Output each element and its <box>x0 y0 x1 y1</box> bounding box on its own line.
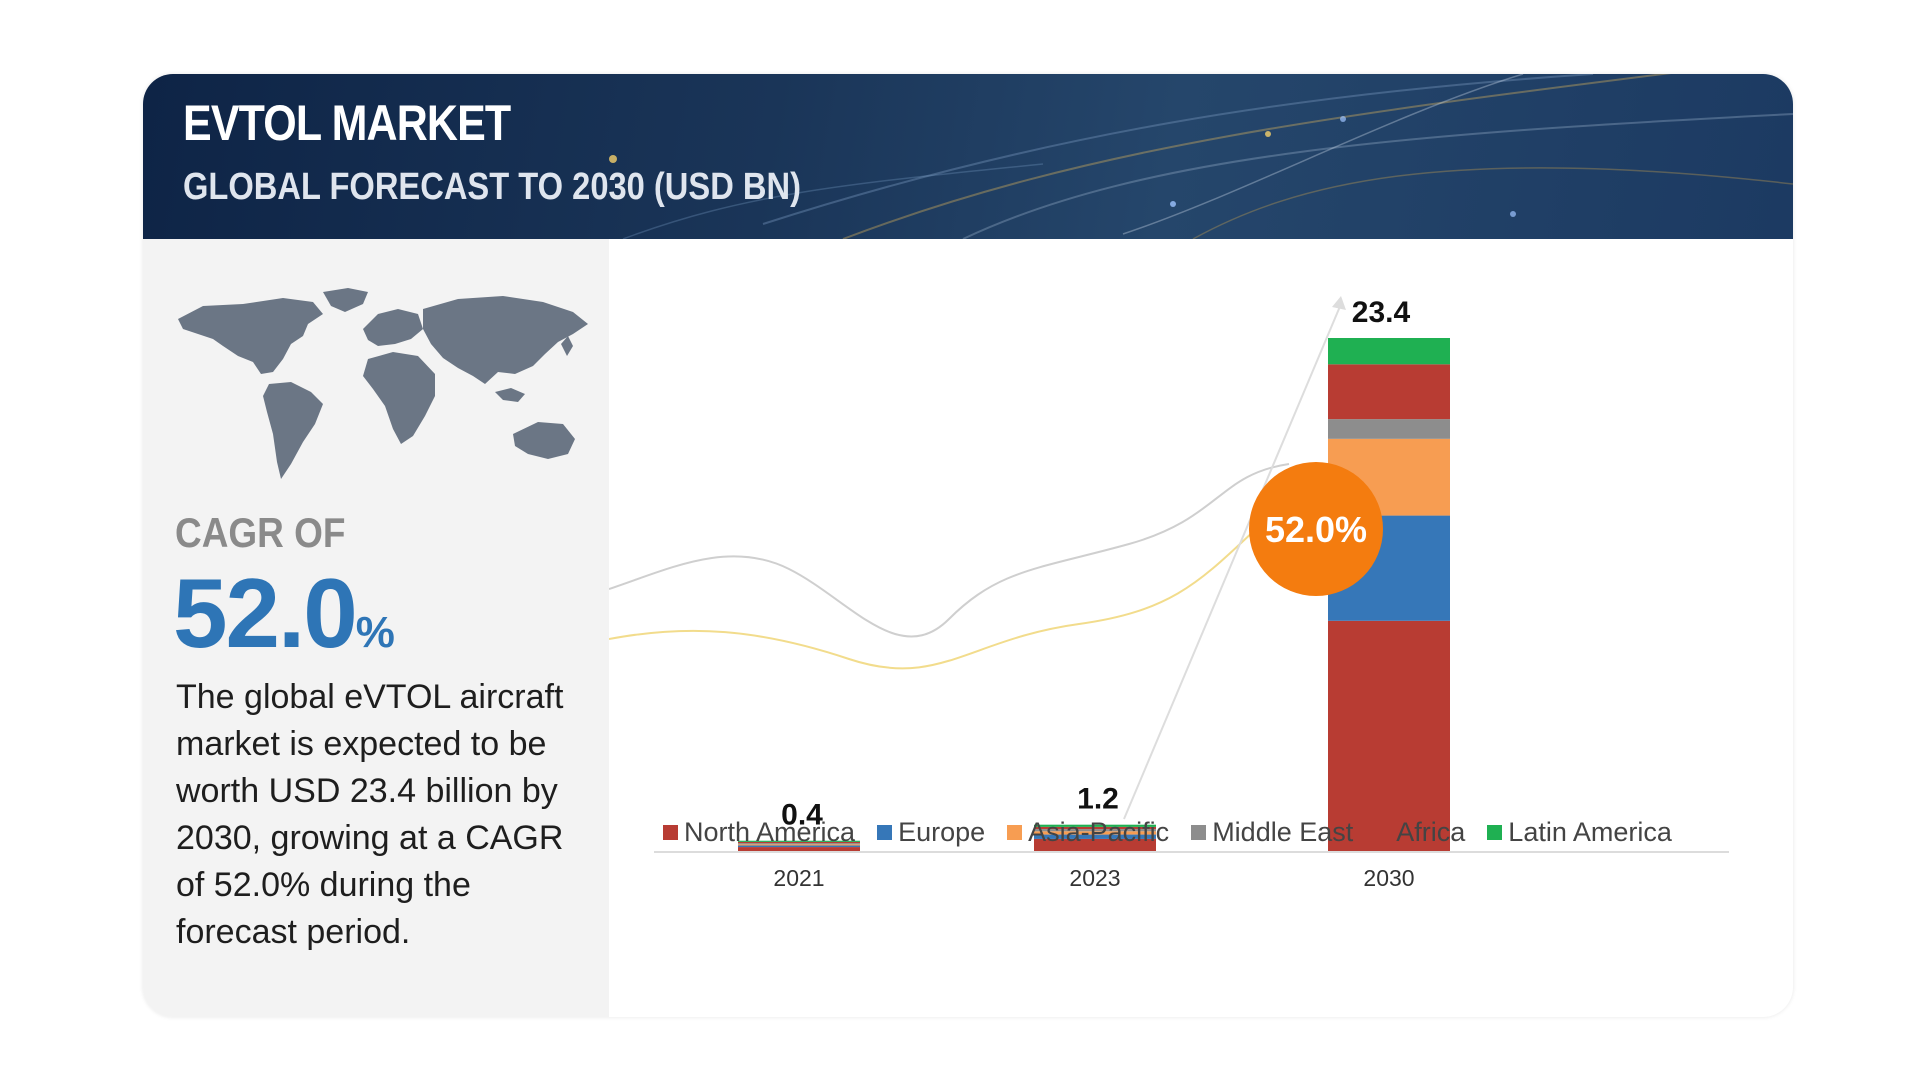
legend-swatch <box>1191 824 1207 840</box>
total-label-2030: 23.4 <box>1352 296 1411 329</box>
legend-item-middle-east: Middle East <box>1191 817 1353 848</box>
bar-segment-2023-asia-pacific <box>1034 831 1156 835</box>
bar-segment-2023-north-america <box>1034 838 1156 851</box>
legend-item-europe: Europe <box>877 817 985 848</box>
legend-item-latin-america: Latin America <box>1487 817 1672 848</box>
x-tick-label-2023: 2023 <box>1069 865 1120 891</box>
growth-arrow-line <box>1123 303 1342 820</box>
legend-swatch <box>1487 824 1503 840</box>
bar-segment-2021-latin-america <box>738 840 860 842</box>
x-tick-label-2021: 2021 <box>773 865 824 891</box>
bar-segment-2023-latin-america <box>1034 824 1156 827</box>
legend-item-north-america: North America <box>663 817 855 848</box>
legend-item-africa: Africa <box>1375 817 1465 848</box>
legend-swatch <box>1375 824 1391 840</box>
header-banner: EVTOL MARKET GLOBAL FORECAST TO 2030 (US… <box>143 74 1793 239</box>
chart-legend: North America Europe Asia-Pacific Middle Ea… <box>663 812 1773 852</box>
bar-segment-2023-europe <box>1034 834 1156 839</box>
bar-segment-2030-latin-america <box>1328 338 1450 365</box>
total-label-2021: 0.4 <box>781 799 823 832</box>
bar-segment-2023-middle-east <box>1034 829 1156 832</box>
bar-segment-2021-asia-pacific <box>738 844 860 846</box>
cagr-badge <box>1249 462 1383 596</box>
cagr-value: 52.0% <box>173 557 395 670</box>
x-tick-label-2030: 2030 <box>1363 865 1414 891</box>
legend-swatch <box>877 824 893 840</box>
bar-segment-2021-north-america <box>738 847 860 851</box>
growth-arrow-head <box>1332 296 1346 310</box>
world-map-icon <box>178 288 588 479</box>
bar-segment-2023-africa <box>1034 826 1156 830</box>
cagr-number: 52.0 <box>173 558 358 668</box>
page-subtitle: GLOBAL FORECAST TO 2030 (USD BN) <box>183 166 801 208</box>
stacked-bar-chart: 0.4 2021 1.2 2023 23.4 2030 52.0% <box>609 296 1729 891</box>
legend-label: Europe <box>898 816 986 847</box>
cagr-label: CAGR OF <box>175 509 346 556</box>
legend-swatch <box>1007 824 1023 840</box>
legend-label: Middle East <box>1212 816 1354 847</box>
decorative-wave-gray <box>609 463 1290 638</box>
legend-label: North America <box>684 816 856 847</box>
legend-swatch <box>663 824 678 840</box>
legend-label: Asia-Pacific <box>1028 816 1170 847</box>
cagr-badge-label: 52.0% <box>1265 509 1367 550</box>
legend-item-asia-pacific: Asia-Pacific <box>1007 817 1169 848</box>
bar-segment-2021-africa <box>738 841 860 844</box>
left-summary-panel: CAGR OF 52.0% The global eVTOL aircraft … <box>143 239 609 1017</box>
total-label-2023: 1.2 <box>1077 783 1119 816</box>
banner-light-trails-decoration <box>609 74 1793 239</box>
infographic-card: EVTOL MARKET GLOBAL FORECAST TO 2030 (US… <box>143 74 1793 1017</box>
cagr-percent-sign: % <box>355 608 395 657</box>
bar-segment-2021-middle-east <box>738 843 860 845</box>
bar-segment-2021-europe <box>738 845 860 848</box>
legend-label: Latin America <box>1508 816 1672 847</box>
market-description: The global eVTOL aircraft market is expe… <box>176 678 564 951</box>
page-title: EVTOL MARKET <box>183 95 511 151</box>
bar-segment-2030-north-america <box>1328 620 1450 851</box>
bar-segment-2030-middle-east <box>1328 419 1450 439</box>
decorative-wave-yellow <box>609 498 1290 670</box>
bar-segment-2030-africa <box>1328 364 1450 420</box>
legend-label: Africa <box>1396 816 1466 847</box>
